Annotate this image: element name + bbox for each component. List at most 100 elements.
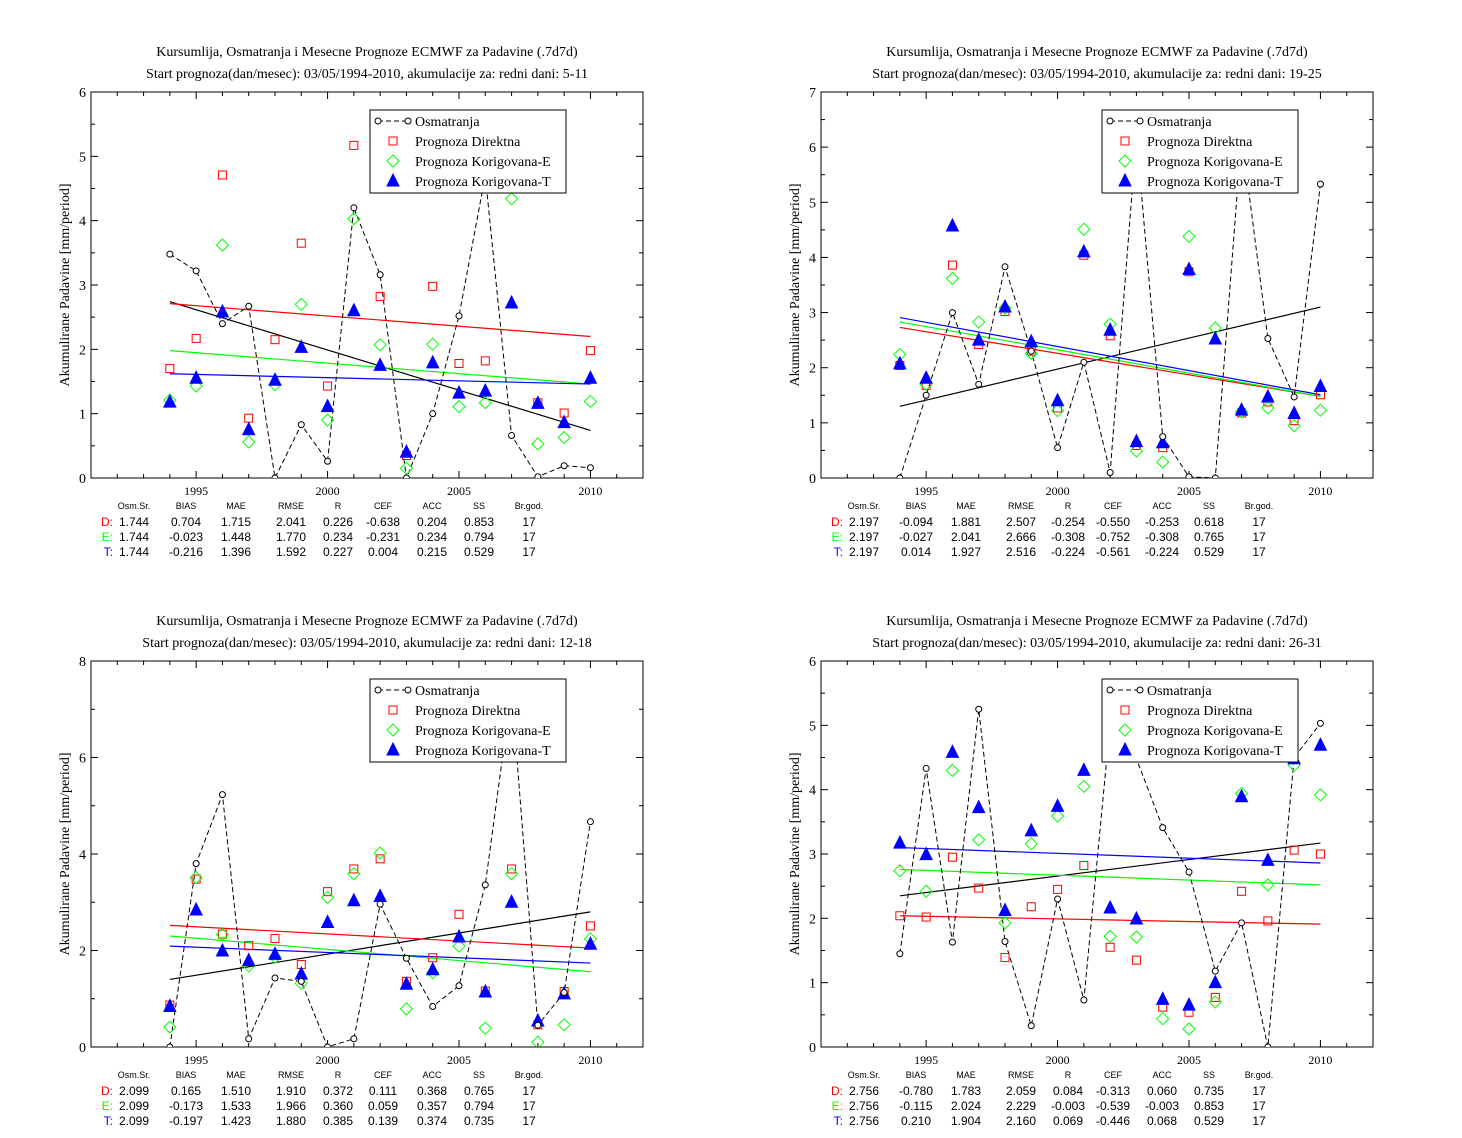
legend-label: Prognoza Korigovana-T	[415, 175, 551, 190]
trend-line-corr-e	[899, 321, 1321, 397]
x-tick-label: 2010	[1308, 484, 1332, 498]
point-obs	[560, 462, 568, 470]
legend-entry-corr-t: Prognoza Korigovana-T	[1118, 741, 1283, 759]
point-corr-e	[1261, 401, 1275, 415]
point-obs	[455, 312, 463, 320]
legend-entry-obs: Osmatranja	[1106, 684, 1212, 699]
stats-value: 2.756	[849, 1084, 879, 1098]
point-obs	[586, 818, 594, 826]
stats-value: -0.539	[1096, 1099, 1130, 1113]
point-obs	[166, 1043, 174, 1047]
chart-panel-2: Kursumlija, Osmatranja i Mesecne Prognoz…	[788, 45, 1374, 559]
point-obs	[1238, 919, 1246, 927]
stats-value: 1.927	[951, 545, 981, 559]
point-corr-t	[1208, 330, 1223, 345]
point-corr-e	[1313, 788, 1328, 802]
point-corr-e	[426, 337, 440, 351]
legend-label: Prognoza Korigovana-T	[1147, 175, 1283, 190]
point-corr-t	[163, 998, 177, 1012]
stats-value: 1.510	[221, 1084, 251, 1098]
stats-value: -0.115	[899, 1099, 932, 1113]
point-corr-t	[189, 901, 203, 916]
point-corr-e	[1077, 222, 1091, 237]
legend-marker-corr-t	[386, 172, 400, 187]
stats-value: 0.765	[1194, 530, 1224, 544]
stats-value: -0.231	[366, 530, 400, 544]
legend-marker-obs	[404, 117, 412, 125]
point-direct	[1315, 849, 1325, 859]
point-corr-t	[1155, 434, 1170, 449]
legend-marker-corr-t	[1118, 741, 1132, 756]
stats-header: CEF	[374, 1070, 393, 1080]
stats-header: Osm.Sr.	[848, 1070, 881, 1080]
point-corr-e	[478, 396, 492, 410]
point-corr-t	[478, 383, 493, 397]
stats-header: MAE	[226, 1070, 246, 1080]
point-obs	[1264, 1043, 1272, 1047]
legend-marker-corr-e	[386, 723, 400, 737]
point-corr-e	[1077, 779, 1091, 794]
legend-marker-obs	[1136, 117, 1144, 125]
legend-label: Prognoza Direktna	[1147, 704, 1253, 719]
y-tick-label: 1	[809, 977, 816, 992]
stats-value: -0.780	[899, 1084, 933, 1098]
legend-label: Osmatranja	[1147, 115, 1212, 130]
point-corr-e	[399, 1002, 414, 1016]
legend-entry-direct: Prognoza Direktna	[388, 704, 521, 719]
point-corr-e	[294, 976, 308, 991]
y-tick-label: 4	[809, 251, 816, 266]
point-corr-t	[1182, 997, 1196, 1011]
point-corr-e	[478, 1021, 492, 1035]
point-corr-t	[241, 952, 256, 967]
point-corr-t	[1182, 261, 1196, 276]
point-corr-t	[1050, 392, 1065, 407]
point-direct	[191, 874, 201, 884]
stats-header: R	[335, 1070, 342, 1080]
stats-value: 0.084	[1053, 1084, 1083, 1098]
stats-header: Br.god.	[1245, 501, 1274, 511]
y-tick-label: 2	[809, 362, 816, 377]
point-corr-t	[919, 846, 933, 861]
point-obs	[192, 860, 200, 868]
legend-label: Osmatranja	[415, 684, 480, 699]
legend-label: Prognoza Korigovana-E	[415, 155, 551, 170]
point-corr-e	[1234, 405, 1249, 419]
point-corr-e	[1313, 403, 1328, 417]
stats-value: 17	[522, 545, 536, 559]
point-corr-t	[268, 372, 282, 386]
stats-header: R	[1065, 1070, 1072, 1080]
stats-header: SS	[473, 501, 485, 511]
point-corr-t	[347, 892, 361, 907]
point-direct	[244, 413, 254, 423]
point-corr-e	[373, 338, 387, 352]
stats-header: SS	[1203, 1070, 1215, 1080]
legend-marker-corr-e	[1118, 723, 1132, 737]
point-corr-t	[399, 976, 414, 990]
point-obs	[271, 974, 279, 982]
point-direct	[375, 854, 385, 864]
point-corr-t	[268, 946, 282, 960]
stats-value: 1.966	[276, 1099, 306, 1113]
chart-subtitle: Start prognoza(dan/mesec): 03/05/1994-20…	[146, 67, 588, 82]
point-obs	[922, 764, 930, 772]
chart-title: Kursumlija, Osmatranja i Mesecne Prognoz…	[156, 45, 578, 60]
stats-value: -0.752	[1096, 530, 1130, 544]
legend-box	[369, 109, 567, 194]
stats-value: 17	[522, 1099, 536, 1113]
y-axis-label: Akumulirane Padavine [mm/period]	[58, 184, 73, 387]
stats-value: 2.756	[849, 1099, 879, 1113]
y-tick-label: 3	[809, 848, 816, 863]
point-corr-t	[583, 370, 598, 384]
stats-value: -0.254	[1051, 515, 1085, 529]
point-obs	[324, 1043, 332, 1047]
trend-line-corr-t	[169, 373, 591, 385]
stats-header: BIAS	[906, 501, 927, 511]
point-obs	[896, 474, 904, 478]
point-corr-t	[1103, 322, 1117, 336]
point-direct	[1026, 902, 1036, 912]
stats-value: 0.735	[1194, 1084, 1224, 1098]
point-corr-e	[945, 763, 960, 778]
stats-value: 17	[1252, 545, 1266, 559]
point-corr-e	[373, 846, 387, 860]
point-obs	[376, 271, 384, 279]
